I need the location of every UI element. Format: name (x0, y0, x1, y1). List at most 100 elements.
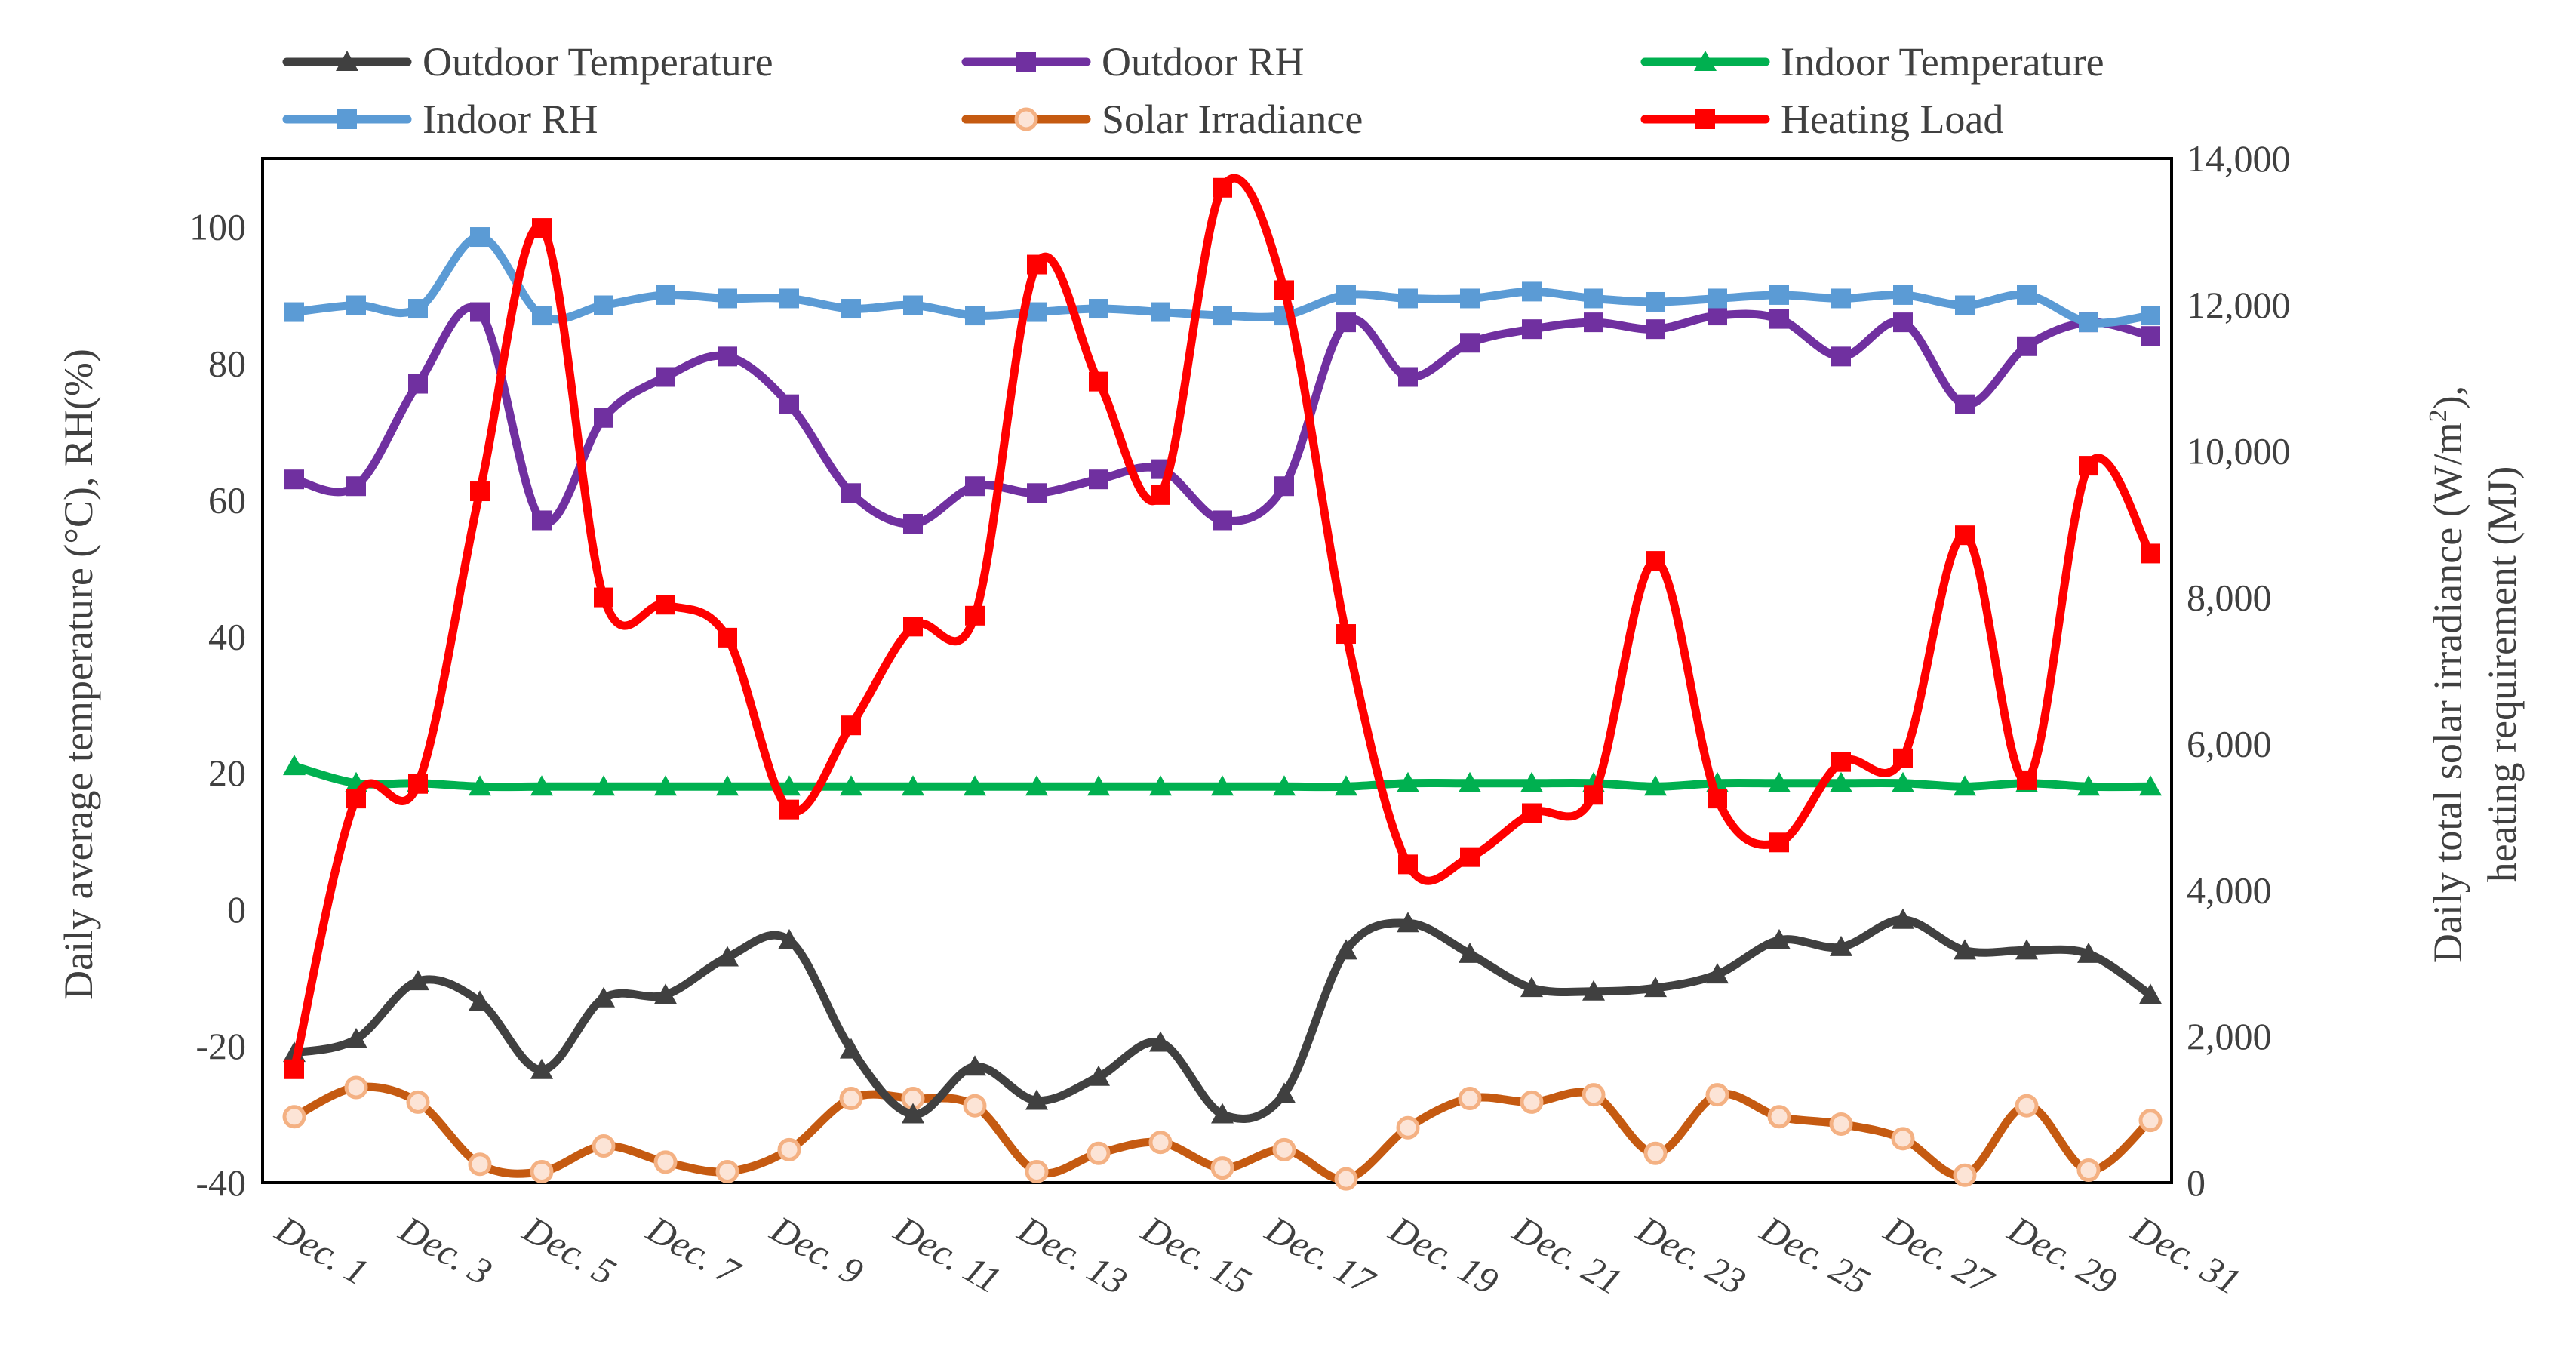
legend-swatch-marker (1694, 51, 1717, 71)
solar-irradiance-point (2015, 1094, 2039, 1118)
outdoor-rh-point (1213, 510, 1232, 531)
heating-load-point (903, 617, 923, 637)
indoor-rh-point (532, 306, 552, 326)
outdoor-rh-point (532, 510, 552, 531)
heating-load-point (1584, 785, 1603, 805)
left-axis-title: Daily average temperature (°C), RH(%) (56, 349, 101, 1000)
indoor-rh-point (1893, 285, 1913, 305)
indoor-temperature-point (1954, 775, 1976, 796)
indoor-temperature-point (1644, 775, 1667, 796)
outdoor-rh-point (2141, 326, 2160, 346)
outdoor-temperature-point (345, 1028, 367, 1049)
series-indoor-temperature (283, 755, 2162, 796)
series-solar-irradiance (282, 1075, 2163, 1191)
indoor-rh-point (1584, 288, 1603, 309)
left-tick-label: -20 (195, 1025, 246, 1067)
right-tick-label: 12,000 (2187, 284, 2291, 326)
solar-irradiance-point (1025, 1159, 1049, 1183)
legend-item-indoor-rh: Indoor RH (282, 97, 598, 142)
heating-load-point (408, 774, 428, 794)
heating-load-point (2079, 456, 2098, 476)
indoor-rh-point (1708, 288, 1727, 309)
indoor-rh-point (1336, 285, 1356, 305)
legend-label: Outdoor Temperature (423, 39, 773, 85)
outdoor-rh-point (470, 302, 490, 322)
series-heating-load (284, 174, 2160, 1079)
solar-irradiance-point (2138, 1109, 2163, 1133)
x-tick-label: Dec. 15 (1135, 1207, 1259, 1303)
heating-load-point (1398, 854, 1418, 875)
right-tick-label: 6,000 (2187, 722, 2272, 764)
indoor-temperature-point (778, 775, 801, 796)
outdoor-rh-point (656, 367, 675, 387)
x-tick-label: Dec. 31 (2125, 1207, 2249, 1303)
outdoor-temperature-point (592, 986, 615, 1008)
outdoor-rh-point (965, 476, 985, 497)
outdoor-rh-point (284, 469, 304, 490)
heating-load-point (1460, 847, 1480, 867)
outdoor-rh-point (841, 483, 861, 503)
indoor-rh-point (841, 299, 861, 319)
heating-load-point (346, 789, 366, 809)
heating-load-point (1336, 624, 1356, 645)
outdoor-rh-point (718, 346, 737, 367)
legend-swatch-marker (1016, 52, 1036, 72)
outdoor-rh-point (1584, 312, 1603, 333)
outdoor-rh-point (1831, 346, 1851, 367)
indoor-rh-point (1398, 288, 1418, 309)
heating-load-line (290, 174, 2155, 1074)
outdoor-temperature-point (716, 946, 739, 967)
outdoor-rh-point (346, 476, 366, 497)
left-tick-label: 0 (227, 888, 246, 931)
indoor-rh-point (346, 295, 366, 315)
legend-item-outdoor-rh: Outdoor RH (961, 39, 1305, 85)
right-tick-label: 8,000 (2187, 577, 2272, 619)
indoor-temperature-point (1149, 775, 1172, 796)
x-tick-label: Dec. 5 (516, 1207, 623, 1294)
indoor-temperature-point (1273, 775, 1296, 796)
indoor-temperature-point (2139, 775, 2162, 796)
indoor-temperature-point (1025, 775, 1048, 796)
solar-irradiance-point (1396, 1115, 1420, 1140)
x-tick-label: Dec. 3 (392, 1207, 500, 1294)
heating-load-point (284, 1059, 304, 1079)
right-axis-title-line2: heating requirement (MJ) (2479, 466, 2525, 883)
legend-label: Heating Load (1781, 97, 2003, 142)
indoor-rh-point (1213, 306, 1232, 326)
outdoor-temperature-point (1459, 942, 1481, 963)
heating-load-point (1274, 280, 1294, 300)
indoor-rh-point (656, 285, 675, 305)
outdoor-temperature-point (1025, 1089, 1048, 1110)
heating-load-point (1027, 254, 1047, 275)
outdoor-rh-point (1955, 394, 1975, 414)
solar-irradiance-point (1458, 1087, 1482, 1111)
series-outdoor-rh (284, 302, 2160, 534)
indoor-temperature-point (840, 775, 862, 796)
solar-irradiance-point (1520, 1090, 1544, 1114)
solar-irradiance-point (1210, 1156, 1234, 1180)
right-tick-label: 2,000 (2187, 1015, 2272, 1057)
outdoor-temperature-point (530, 1058, 553, 1079)
heating-load-point (1893, 748, 1913, 768)
heating-load-point (594, 587, 613, 608)
x-tick-label: Dec. 27 (1877, 1207, 2002, 1304)
solar-irradiance-point (344, 1075, 368, 1100)
heating-load-point (1831, 752, 1851, 772)
solar-irradiance-point (406, 1090, 430, 1114)
outdoor-rh-point (1027, 483, 1047, 503)
indoor-temperature-point (2077, 775, 2100, 796)
outdoor-temperature-point (2139, 983, 2162, 1004)
indoor-rh-point (965, 306, 985, 326)
solar-irradiance-point (839, 1087, 863, 1111)
legend-swatch-marker (336, 51, 358, 71)
legend-swatch-marker (337, 109, 357, 129)
heating-load-point (965, 605, 985, 626)
outdoor-rh-point (1769, 309, 1789, 329)
x-tick-label: Dec. 11 (887, 1207, 1008, 1302)
solar-irradiance-point (1953, 1163, 1977, 1187)
indoor-temperature-point (1211, 775, 1234, 796)
indoor-rh-point (779, 288, 799, 309)
outdoor-rh-point (1522, 319, 1542, 340)
x-tick-label: Dec. 9 (764, 1207, 871, 1294)
